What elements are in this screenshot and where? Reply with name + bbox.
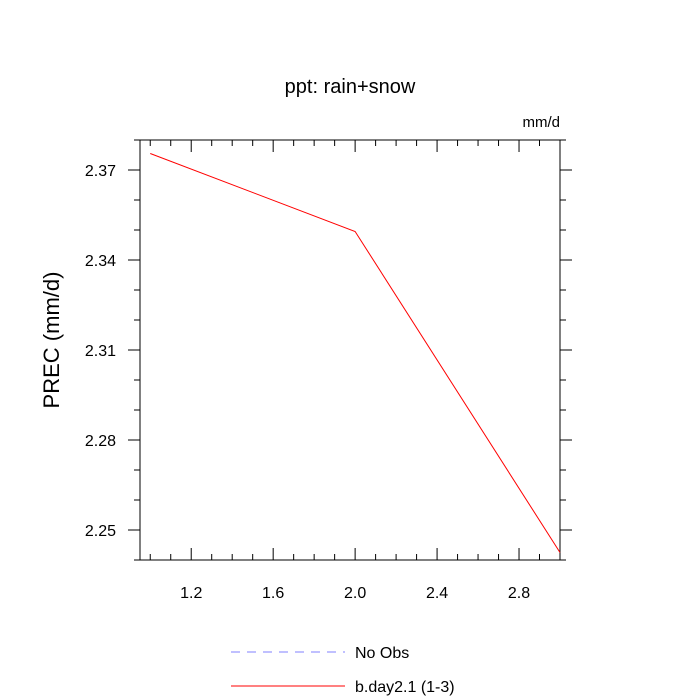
x-tick-label: 2.0 (344, 585, 366, 602)
chart-title: ppt: rain+snow (285, 76, 416, 98)
x-tick-label: 1.6 (262, 585, 284, 602)
legend-label: b.day2.1 (1-3) (355, 679, 455, 696)
legend: No Obs b.day2.1 (1-3) (231, 645, 455, 696)
y-tick-label: 2.28 (85, 433, 116, 450)
y-tick-label: 2.31 (85, 343, 116, 360)
legend-label: No Obs (355, 645, 409, 662)
y-tick-label: 2.25 (85, 523, 116, 540)
y-tick-label: 2.37 (85, 163, 116, 180)
y-tick-label: 2.34 (85, 253, 116, 270)
x-tick-label: 2.4 (426, 585, 448, 602)
x-tick-label: 1.2 (180, 585, 202, 602)
plot-frame (139, 139, 561, 561)
series-line (150, 153, 561, 553)
y-axis-label: PREC (mm/d) (39, 272, 64, 409)
units-label: mm/d (523, 114, 561, 131)
plot-area: 1.2 1.6 2.0 2.4 2.8 2.25 2.28 2.31 2.34 2.37 (85, 139, 572, 602)
x-tick-label: 2.8 (508, 585, 530, 602)
